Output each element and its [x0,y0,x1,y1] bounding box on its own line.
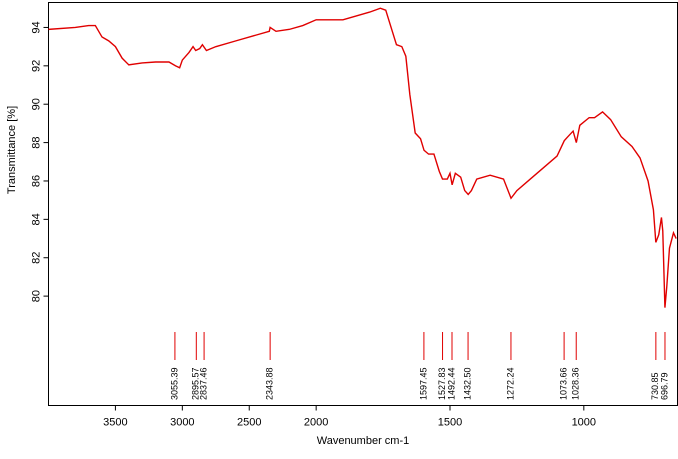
y-tick-label: 88 [30,136,42,148]
x-tick-label: 2500 [237,417,261,429]
peak-label: 1028.36 [571,367,581,400]
peak-label: 1527.83 [437,367,447,400]
peak-label: 696.79 [659,372,669,400]
x-tick-label: 3000 [170,417,194,429]
peak-label: 2837.46 [198,367,208,400]
spectrum-line [48,7,677,308]
y-tick-label: 86 [30,175,42,187]
peak-label: 3055.39 [169,367,179,400]
x-tick-label: 1500 [438,417,462,429]
x-tick-label: 1000 [572,417,596,429]
peak-label: 1597.45 [418,367,428,400]
peak-label: 1432.50 [462,367,472,400]
peak-label: 2895.57 [191,367,201,400]
y-tick-label: 94 [30,21,42,33]
x-tick-label: 2000 [304,417,328,429]
y-tick-label: 82 [30,252,42,264]
peak-label: 730.85 [650,372,660,400]
peak-label: 1073.66 [558,367,568,400]
y-axis-label: Transmittance [%] [6,106,18,194]
y-tick-label: 84 [30,213,42,225]
peak-label: 2343.88 [265,367,275,400]
peak-label: 1492.44 [446,367,456,400]
x-axis-label: Wavenumber cm-1 [317,435,410,447]
y-tick-label: 90 [30,98,42,110]
peak-label: 1272.24 [505,367,515,400]
y-tick-label: 80 [30,290,42,302]
y-tick-label: 92 [30,60,42,72]
x-tick-label: 3500 [103,417,127,429]
